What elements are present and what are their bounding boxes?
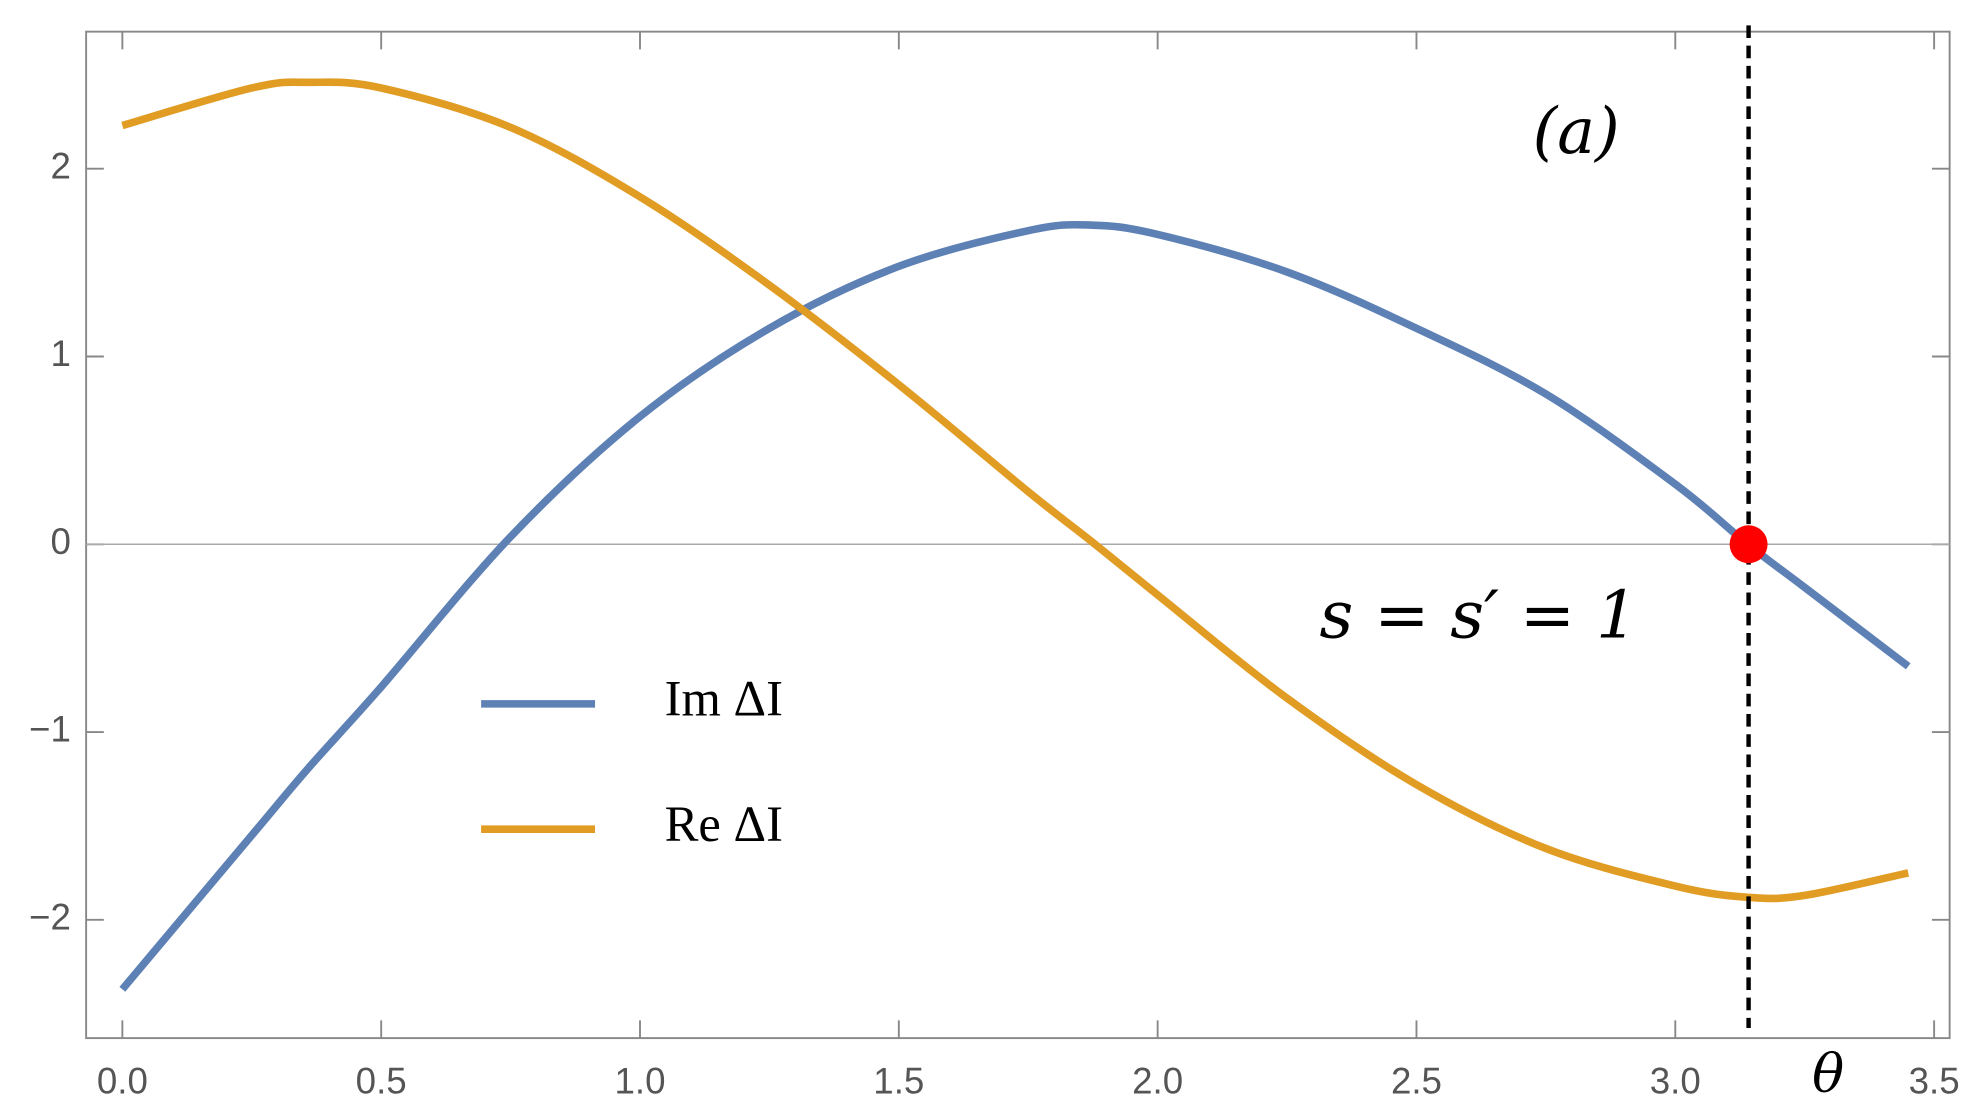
- y-tick-label: −2: [29, 897, 71, 938]
- highlight-point: [1729, 525, 1768, 564]
- y-tick-label: 1: [51, 333, 71, 374]
- annotation: s = s′ = 1: [1319, 576, 1637, 653]
- x-tick-label: 0.5: [356, 1060, 407, 1101]
- x-tick-label: 2.0: [1132, 1060, 1183, 1101]
- x-tick-label: 2.5: [1391, 1060, 1442, 1101]
- plot-frame: [85, 30, 1951, 1040]
- legend-label: Re ΔI: [665, 796, 783, 852]
- x-tick-label: 1.5: [873, 1060, 924, 1101]
- x-tick-label: 1.0: [614, 1060, 665, 1101]
- x-tick-label: 3.5: [1909, 1060, 1960, 1101]
- x-tick-label: 0.0: [97, 1060, 148, 1101]
- x-axis-label: θ: [1812, 1043, 1844, 1105]
- panel-label: (a): [1533, 94, 1620, 168]
- y-tick-label: 0: [51, 521, 71, 562]
- y-tick-label: −1: [29, 709, 71, 750]
- series-line: [121, 78, 1910, 903]
- legend-label: Im ΔI: [665, 671, 783, 727]
- y-tick-label: 2: [51, 145, 71, 186]
- series-line: [119, 220, 1911, 992]
- x-tick-label: 3.0: [1650, 1060, 1701, 1101]
